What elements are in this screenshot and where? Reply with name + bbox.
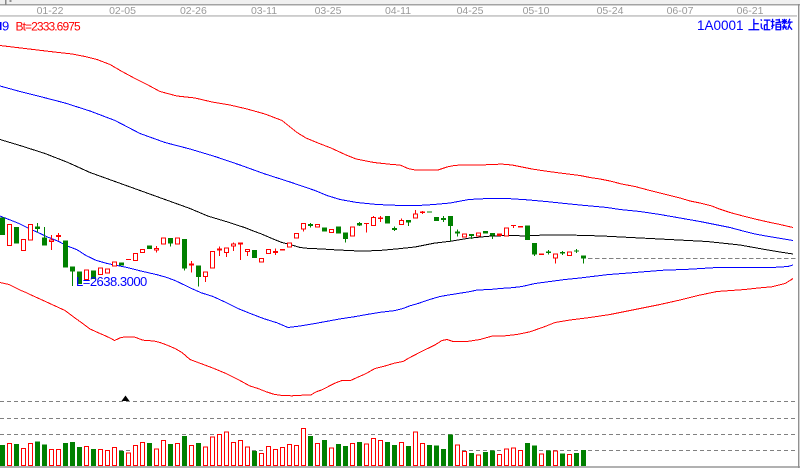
svg-text:1A0001: 1A0001 xyxy=(697,18,744,33)
svg-text:04-25: 04-25 xyxy=(457,5,484,17)
svg-text:01-22: 01-22 xyxy=(37,5,64,17)
svg-text:9: 9 xyxy=(2,19,9,34)
svg-text:06-21: 06-21 xyxy=(737,5,764,17)
svg-text:05-24: 05-24 xyxy=(597,5,624,17)
svg-text:02-05: 02-05 xyxy=(109,5,136,17)
svg-text:03-25: 03-25 xyxy=(315,5,342,17)
svg-text:Bt=2333.6975: Bt=2333.6975 xyxy=(16,20,81,34)
svg-text:04-11: 04-11 xyxy=(385,5,411,17)
svg-text:02-26: 02-26 xyxy=(180,5,207,17)
svg-text:05-10: 05-10 xyxy=(523,5,550,17)
svg-text:06-07: 06-07 xyxy=(667,5,694,17)
svg-text:L=2638.3000: L=2638.3000 xyxy=(76,274,147,289)
svg-text:03-11: 03-11 xyxy=(251,5,277,17)
